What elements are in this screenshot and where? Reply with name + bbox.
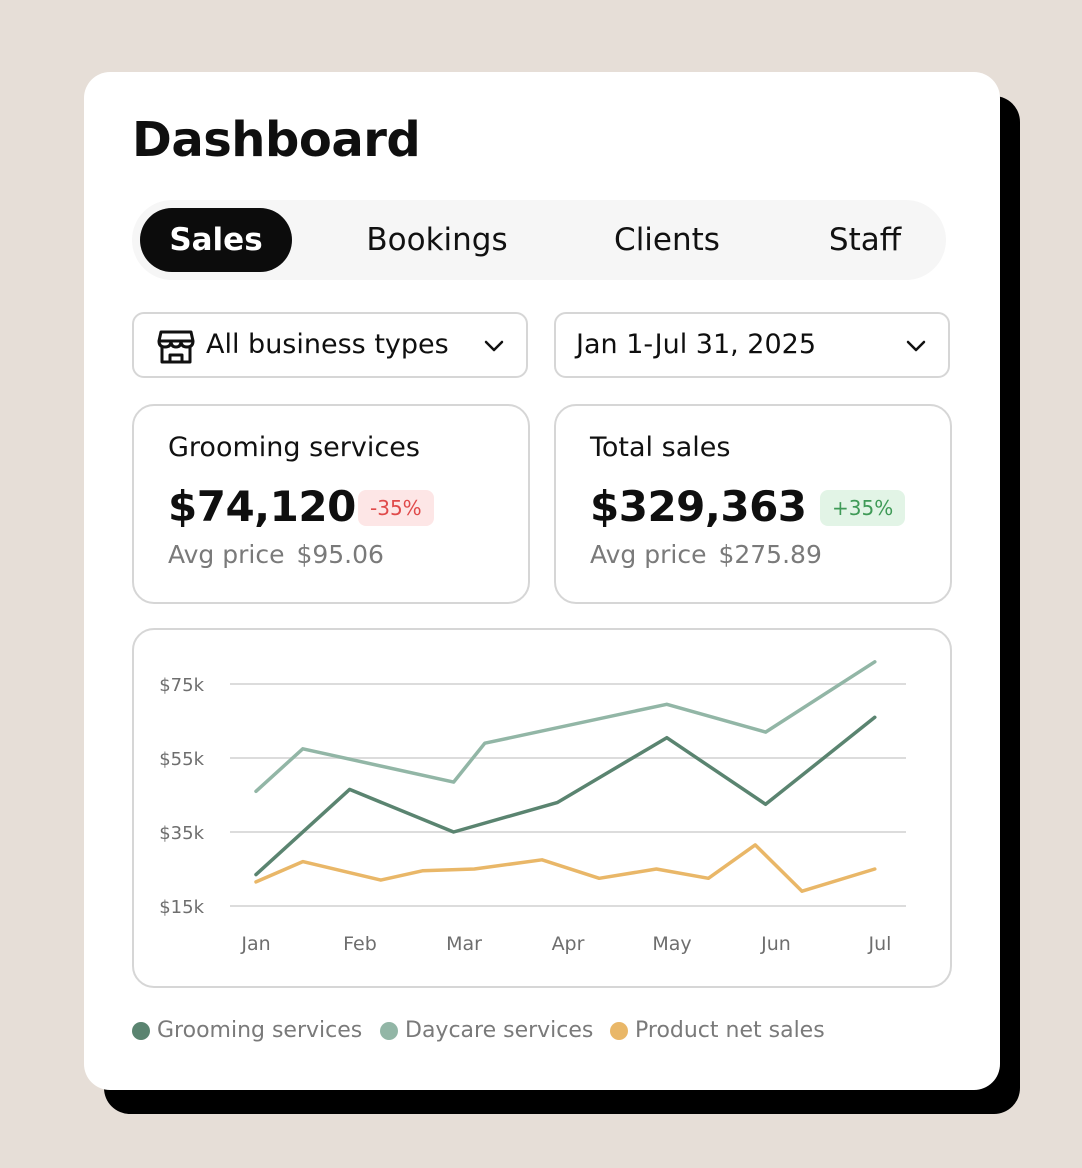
x-tick-label: Jul <box>868 933 892 955</box>
stat-value: $329,363 <box>590 482 807 531</box>
change-badge: -35% <box>358 490 434 526</box>
storefront-icon <box>157 330 195 364</box>
x-tick-label: Jun <box>760 933 791 955</box>
legend-label: Product net sales <box>635 1018 825 1043</box>
legend-dot <box>132 1022 150 1040</box>
page-title: Dashboard <box>132 112 421 168</box>
chevron-down-icon <box>906 340 926 352</box>
x-tick-label: Jan <box>240 933 270 955</box>
series-line-product-net-sales <box>254 843 877 893</box>
avg-price-value: $95.06 <box>296 540 384 569</box>
line-chart: $75k $55k $35k $15k Jan Feb Mar Apr May Jun Jul <box>159 660 906 955</box>
legend-dot <box>610 1022 628 1040</box>
stat-card-grooming: Grooming services $74,120 -35% Avg price… <box>132 404 530 604</box>
x-tick-label: May <box>652 933 691 955</box>
series-line-grooming-services <box>254 715 877 877</box>
x-tick-label: Mar <box>446 933 482 955</box>
stat-subtext: Avg price $275.89 <box>590 540 822 569</box>
y-tick-label: $15k <box>159 897 204 918</box>
stat-value: $74,120 <box>168 482 356 531</box>
legend-label: Daycare services <box>405 1018 594 1043</box>
x-tick-label: Apr <box>552 933 585 955</box>
change-badge: +35% <box>820 490 906 526</box>
date-range-select[interactable]: Jan 1-Jul 31, 2025 <box>554 312 950 378</box>
dashboard-card: Dashboard Sales Bookings Clients Staff A… <box>84 72 1000 1090</box>
legend-label: Grooming services <box>157 1018 363 1043</box>
sales-chart: $75k $55k $35k $15k Jan Feb Mar Apr May Jun Jul <box>132 628 952 988</box>
x-tick-label: Feb <box>343 933 377 955</box>
business-type-value: All business types <box>206 329 449 360</box>
avg-price-value: $275.89 <box>718 540 822 569</box>
y-tick-label: $75k <box>159 675 204 696</box>
series-line-daycare-services <box>254 660 877 794</box>
tab-sales[interactable]: Sales <box>140 208 292 272</box>
business-type-select[interactable]: All business types <box>132 312 528 378</box>
avg-price-label: Avg price <box>590 540 707 569</box>
y-tick-label: $35k <box>159 823 204 844</box>
legend-dot <box>380 1022 398 1040</box>
avg-price-label: Avg price <box>168 540 285 569</box>
tab-staff[interactable]: Staff <box>828 222 902 258</box>
y-tick-label: $55k <box>159 749 204 770</box>
tab-bookings[interactable]: Bookings <box>366 222 508 258</box>
date-range-value: Jan 1-Jul 31, 2025 <box>576 329 817 360</box>
chevron-down-icon <box>484 340 504 352</box>
stat-title: Grooming services <box>168 432 420 463</box>
stat-subtext: Avg price $95.06 <box>168 540 384 569</box>
stat-card-total-sales: Total sales $329,363 +35% Avg price $275.… <box>554 404 952 604</box>
tab-bar: Sales Bookings Clients Staff <box>132 200 946 280</box>
tab-clients[interactable]: Clients <box>614 222 720 258</box>
stat-title: Total sales <box>590 432 731 463</box>
